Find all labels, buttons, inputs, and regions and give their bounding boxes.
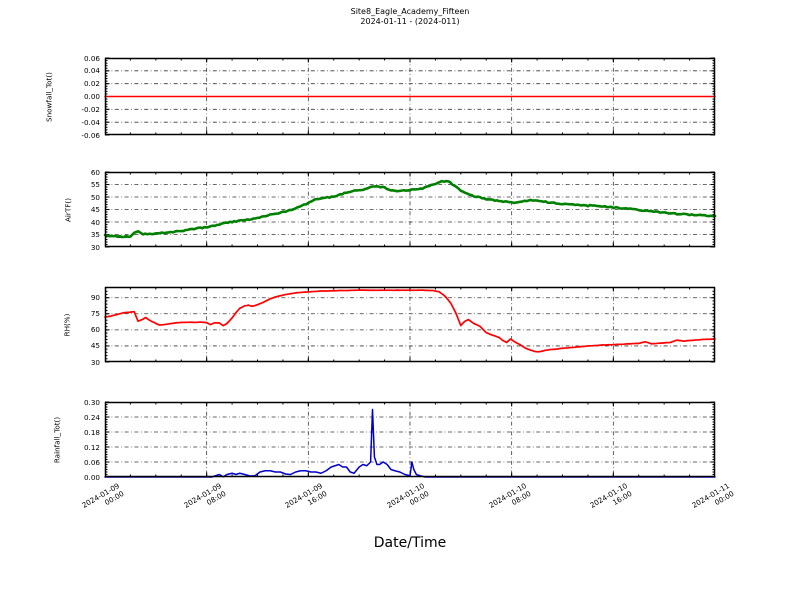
x-tick-label: 2024-01-11 00:00 — [690, 481, 736, 510]
y-tick-label: -0.02 — [81, 104, 100, 114]
y-tick-label: 50 — [90, 192, 100, 202]
y-tick-label: 0.12 — [83, 442, 100, 452]
x-tick-label: 2024-01-09 16:00 — [283, 481, 329, 510]
y-tick-label: 60 — [90, 325, 100, 335]
axes-border — [104, 286, 716, 363]
y-tick-label: 0.06 — [83, 457, 100, 467]
x-axis-label: Date/Time — [373, 535, 447, 551]
series-line-rainfall — [104, 408, 716, 478]
y-tick-label: 0.04 — [83, 66, 100, 76]
y-tick-label: 0.00 — [83, 92, 100, 101]
y-tick-label: -0.06 — [81, 130, 100, 140]
y-tick-label: 55 — [90, 180, 100, 189]
x-tick-label: 2024-01-10 00:00 — [385, 481, 431, 510]
axes-border — [104, 171, 716, 248]
x-tick-label: 2024-01-10 08:00 — [486, 481, 532, 510]
panel-rh — [104, 286, 716, 363]
y-axis-label-rainfall: Rainfall_Tot() — [52, 416, 62, 463]
axes-border — [104, 57, 716, 136]
figure-title: Site8_Eagle_Academy_Fifteen — [350, 7, 470, 16]
series-line-rh — [104, 289, 716, 353]
panel-snowfall — [104, 57, 716, 136]
y-tick-label: -0.04 — [81, 117, 100, 127]
x-tick-label: 2024-01-09 00:00 — [80, 481, 126, 510]
x-tick-label: 2024-01-09 08:00 — [181, 481, 227, 510]
y-tick-label: 0.30 — [83, 397, 100, 407]
y-tick-label: 90 — [90, 293, 100, 303]
y-tick-label: 35 — [90, 230, 100, 239]
y-tick-label: 40 — [90, 217, 100, 227]
y-tick-label: 30 — [90, 357, 100, 367]
axes-border — [104, 401, 716, 478]
y-tick-label: 0.18 — [83, 427, 100, 437]
y-tick-label: 0.02 — [83, 79, 100, 89]
figure-subtitle: 2024-01-11 - (2024-011) — [360, 16, 460, 26]
panel-airtf — [103, 171, 717, 248]
y-tick-label: 30 — [90, 242, 100, 252]
series-line-airtf — [103, 179, 717, 239]
y-tick-label: 0.06 — [83, 53, 100, 63]
panel-rainfall — [104, 401, 716, 478]
y-tick-label: 45 — [90, 205, 100, 214]
x-tick-label: 2024-01-10 16:00 — [588, 481, 634, 510]
y-tick-label: 0.00 — [83, 472, 100, 482]
y-tick-label: 60 — [90, 167, 100, 177]
y-tick-label: 75 — [90, 309, 100, 319]
y-tick-label: 45 — [90, 341, 100, 351]
y-tick-label: 0.24 — [83, 412, 100, 422]
